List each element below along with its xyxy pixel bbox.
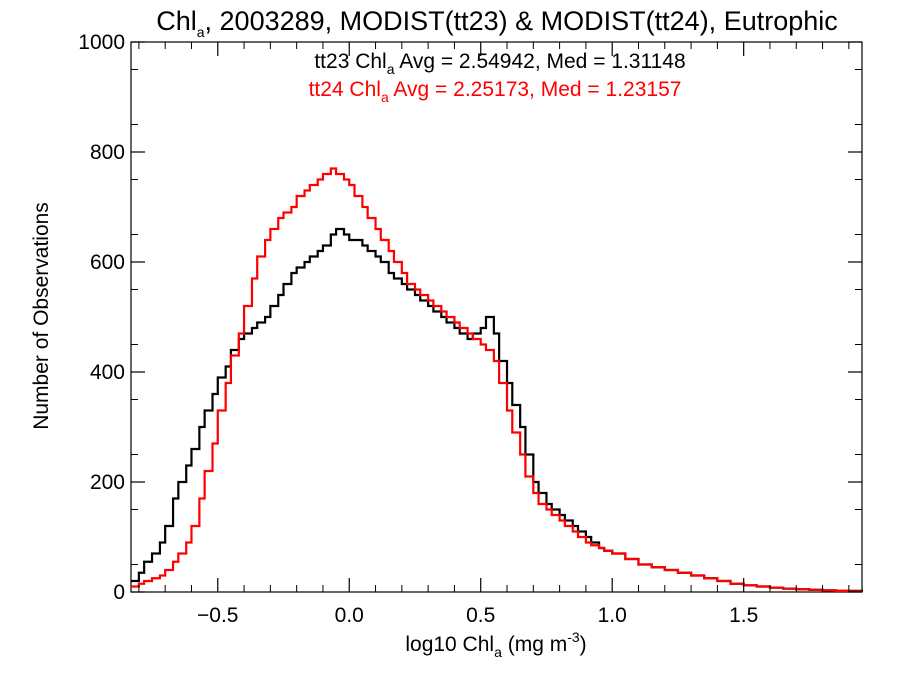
chart-title: Chla, 2003289, MODIST(tt23) & MODIST(tt2… xyxy=(156,6,838,40)
x-axis-label: log10 Chla (mg m-3) xyxy=(405,629,586,660)
series-layer xyxy=(131,167,864,593)
x-tick-label: 0.0 xyxy=(335,604,364,627)
y-tick-label: 400 xyxy=(90,361,125,384)
y-axis-label: Number of Observations xyxy=(30,202,53,430)
x-tick-label: 1.0 xyxy=(598,604,627,627)
x-axis: −0.5 0.0 0.5 1.0 1.5 xyxy=(138,42,850,627)
series-line-tt23 xyxy=(131,227,864,592)
y-tick-label: 200 xyxy=(90,471,125,494)
y-tick-label: 0 xyxy=(113,581,125,604)
x-tick-label: 0.5 xyxy=(466,604,495,627)
plot-frame xyxy=(130,41,863,593)
x-tick-label: −0.5 xyxy=(197,604,238,627)
series-line-tt24 xyxy=(131,167,862,593)
y-axis: 0 200 400 600 800 1000 xyxy=(78,31,862,604)
y-tick-label: 600 xyxy=(90,251,125,274)
annotation-tt23: tt23 Chla Avg = 2.54942, Med = 1.31148 xyxy=(314,50,685,77)
y-tick-label: 800 xyxy=(90,141,125,164)
plot-area xyxy=(130,41,863,593)
y-tick-label: 1000 xyxy=(78,31,125,54)
x-tick-label: 1.5 xyxy=(729,604,758,627)
annotation-tt24: tt24 Chla Avg = 2.25173, Med = 1.23157 xyxy=(309,78,682,105)
